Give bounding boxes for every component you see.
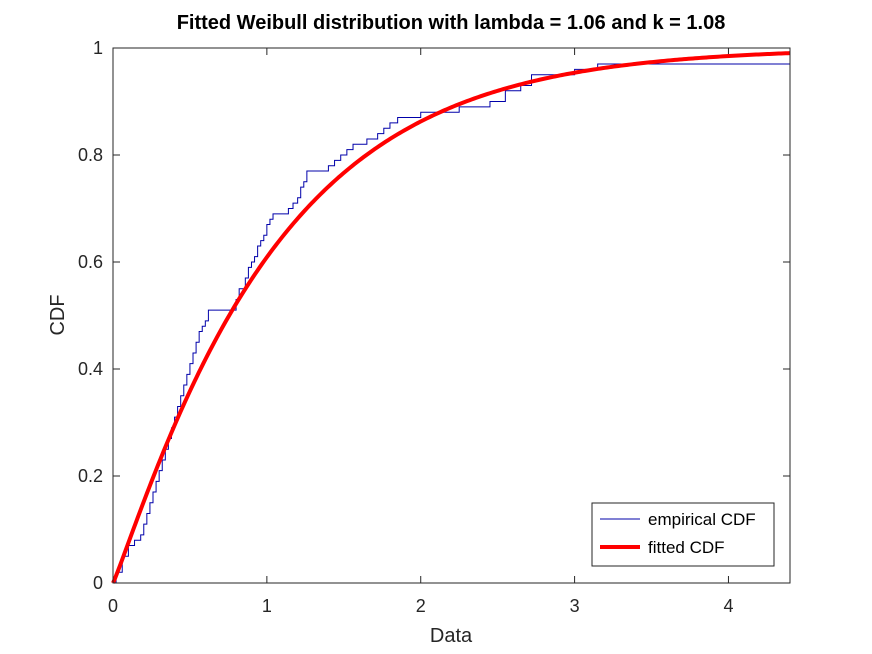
x-tick-label: 0 <box>108 596 118 616</box>
legend-box <box>591 502 775 567</box>
chart-title: Fitted Weibull distribution with lambda … <box>177 12 726 34</box>
y-tick-label: 0.4 <box>78 359 103 379</box>
legend-label-fitted: fitted CDF <box>648 538 725 557</box>
y-tick-label: 1 <box>93 38 103 58</box>
plot-frame <box>112 47 791 584</box>
y-tick-label: 0 <box>93 573 103 593</box>
x-tick-label: 2 <box>416 596 426 616</box>
plot-area <box>113 48 790 583</box>
y-axis-ticks: 0 0.2 0.4 0.6 0.8 1 <box>78 38 790 593</box>
x-tick-label: 4 <box>723 596 733 616</box>
series-layer <box>111 51 791 584</box>
legend: empirical CDF fitted CDF <box>591 502 775 567</box>
y-tick-label: 0.2 <box>78 466 103 486</box>
x-tick-label: 3 <box>570 596 580 616</box>
legend-label-empirical: empirical CDF <box>648 510 756 529</box>
y-axis-label: CDF <box>47 294 69 335</box>
x-tick-label: 1 <box>262 596 272 616</box>
series-line-fitted-cdf <box>111 51 791 584</box>
y-tick-label: 0.6 <box>78 252 103 272</box>
y-tick-label: 0.8 <box>78 145 103 165</box>
series-line-empirical-cdf <box>113 63 790 584</box>
x-axis-label: Data <box>430 625 473 647</box>
